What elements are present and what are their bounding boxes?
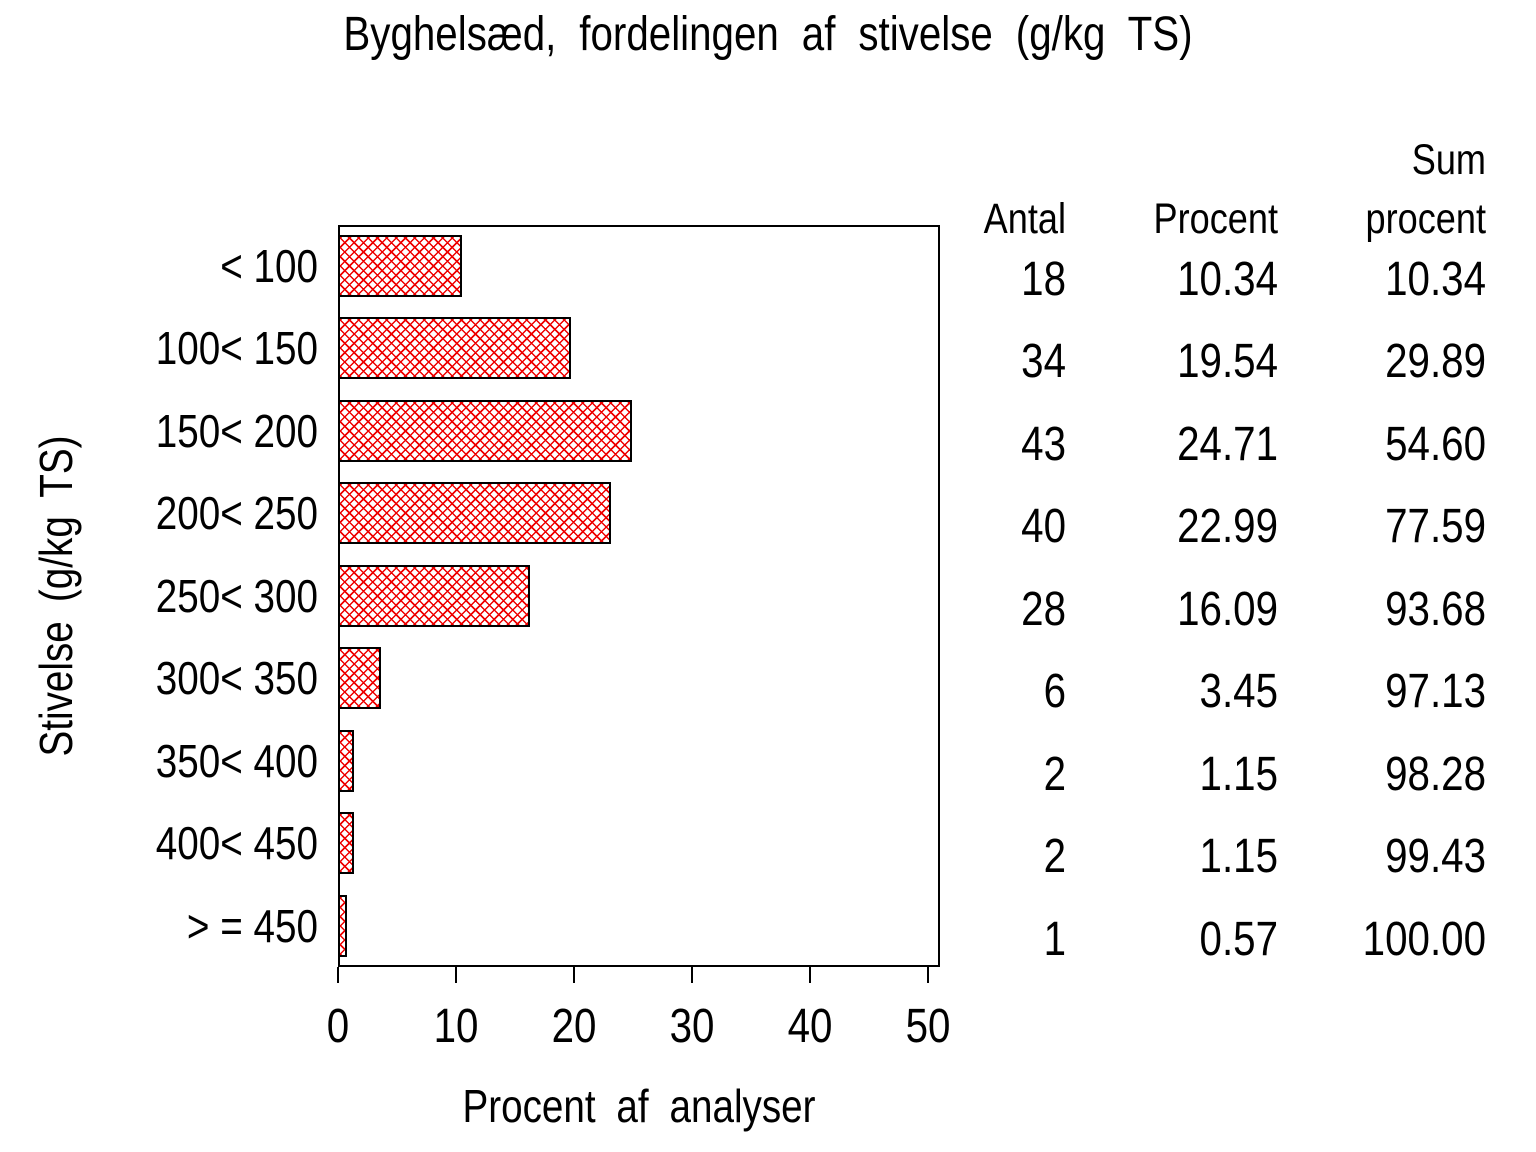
bar	[338, 317, 571, 379]
table-cell-sum: 29.89	[1385, 335, 1486, 388]
bar	[338, 812, 354, 874]
bar	[338, 565, 530, 627]
table-cell-procent: 10.34	[1177, 253, 1278, 306]
bar	[338, 647, 381, 709]
table-cell-sum: 10.34	[1385, 253, 1486, 306]
table-cell-procent: 19.54	[1177, 335, 1278, 388]
table-header-sum-line2: procent	[1365, 195, 1486, 243]
table-cell-sum: 93.68	[1385, 583, 1486, 636]
x-tick-label: 20	[551, 1000, 597, 1053]
table-cell-antal: 18	[1021, 253, 1066, 306]
table-cell-antal: 34	[1021, 335, 1066, 388]
x-tick-mark	[691, 967, 693, 983]
bar	[338, 895, 347, 957]
table-cell-procent: 3.45	[1199, 665, 1278, 718]
table-cell-sum: 100.00	[1362, 913, 1486, 966]
chart-title: Byghelsæd, fordelingen af stivelse (g/kg…	[343, 8, 1193, 61]
table-header-sum-line1: Sum	[1411, 136, 1486, 184]
x-tick-mark	[927, 967, 929, 983]
table-cell-sum: 97.13	[1385, 665, 1486, 718]
category-label: 150< 200	[155, 405, 318, 457]
table-cell-procent: 24.71	[1177, 418, 1278, 471]
table-cell-procent: 16.09	[1177, 583, 1278, 636]
x-tick-label: 0	[326, 1000, 350, 1053]
x-tick-mark	[337, 967, 339, 983]
category-label: > = 450	[186, 900, 318, 952]
table-cell-sum: 54.60	[1385, 418, 1486, 471]
category-label: < 100	[220, 240, 318, 292]
table-header-antal: Antal	[983, 195, 1066, 243]
bar	[338, 235, 462, 297]
table-cell-antal: 40	[1021, 500, 1066, 553]
x-tick-mark	[455, 967, 457, 983]
bar	[338, 482, 611, 544]
table-cell-antal: 2	[1043, 748, 1066, 801]
x-tick-mark	[573, 967, 575, 983]
x-tick-label: 50	[905, 1000, 951, 1053]
bar	[338, 400, 632, 462]
table-cell-antal: 1	[1043, 913, 1066, 966]
table-cell-antal: 6	[1043, 665, 1066, 718]
x-tick-label: 30	[669, 1000, 715, 1053]
x-tick-label: 40	[787, 1000, 833, 1053]
category-label: 400< 450	[155, 817, 318, 869]
category-label: 250< 300	[155, 570, 318, 622]
table-cell-antal: 2	[1043, 830, 1066, 883]
table-cell-procent: 22.99	[1177, 500, 1278, 553]
table-cell-antal: 28	[1021, 583, 1066, 636]
table-cell-sum: 98.28	[1385, 748, 1486, 801]
x-tick-mark	[809, 967, 811, 983]
bar	[338, 730, 354, 792]
category-label: 100< 150	[155, 322, 318, 374]
table-cell-procent: 1.15	[1199, 830, 1278, 883]
table-cell-antal: 43	[1021, 418, 1066, 471]
table-cell-sum: 77.59	[1385, 500, 1486, 553]
x-axis-label: Procent af analyser	[462, 1080, 816, 1132]
table-header-procent: Procent	[1153, 195, 1278, 243]
category-label: 300< 350	[155, 652, 318, 704]
table-cell-sum: 99.43	[1385, 830, 1486, 883]
category-label: 350< 400	[155, 735, 318, 787]
category-label: 200< 250	[155, 487, 318, 539]
x-tick-label: 10	[433, 1000, 479, 1053]
table-cell-procent: 1.15	[1199, 748, 1278, 801]
table-cell-procent: 0.57	[1199, 913, 1278, 966]
